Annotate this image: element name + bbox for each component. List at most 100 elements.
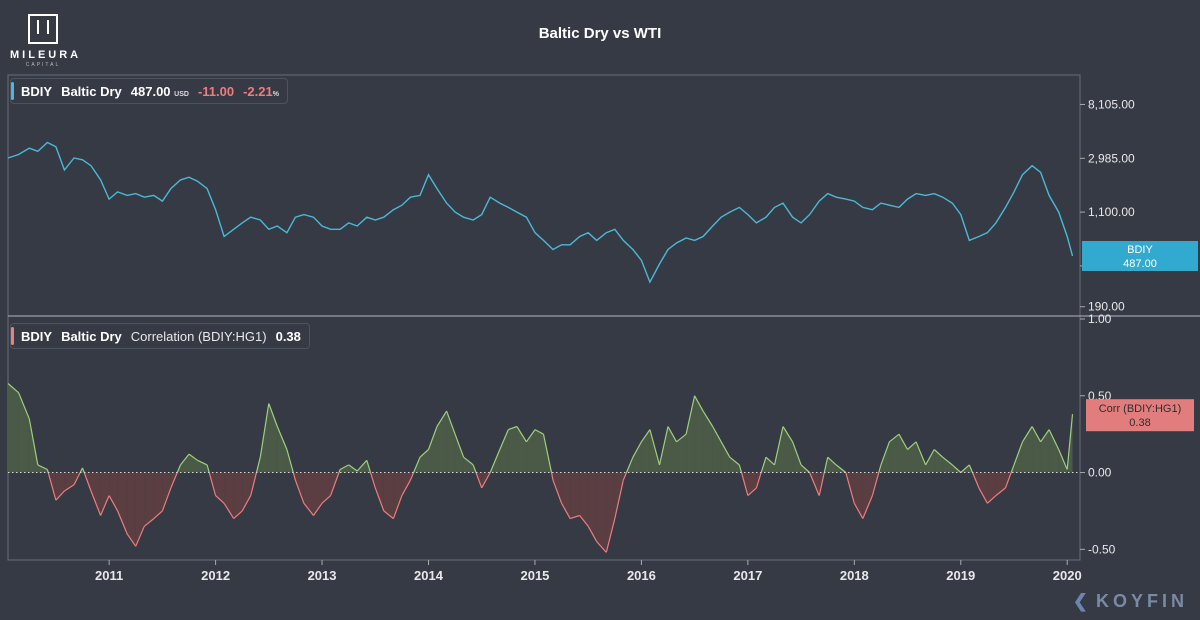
corr-line-negative (55, 490, 65, 501)
corr-line-positive (898, 433, 909, 450)
corr-area-positive (703, 411, 713, 473)
corr-area-positive (1014, 441, 1023, 473)
corr-line-negative (401, 479, 411, 496)
corr-line-negative (569, 514, 580, 520)
corr-line-positive (454, 433, 465, 458)
corr-area-negative (375, 472, 384, 511)
corr-line-positive (18, 392, 30, 420)
koyfin-chevron-icon: ❮ (1072, 591, 1092, 611)
corr-line-positive (46, 469, 49, 473)
x-tick-label: 2011 (95, 568, 123, 583)
corr-area-negative (117, 472, 128, 534)
corr-area-positive (942, 457, 953, 473)
corr-line-negative (978, 487, 988, 504)
corr-line-positive (516, 426, 527, 443)
corr-area-negative (127, 472, 136, 547)
corr-area-positive (340, 464, 349, 473)
corr-area-positive (420, 449, 429, 473)
plot-frame (7, 74, 1081, 561)
koyfin-wordmark: KOYFIN (1095, 591, 1188, 611)
corr-line-negative (552, 479, 563, 504)
corr-line-negative (383, 510, 394, 520)
corr-line-positive (338, 469, 341, 473)
logo-subtitle: CAPITAL (25, 62, 61, 68)
corr-line-negative (587, 526, 598, 542)
corr-area-negative (242, 472, 251, 511)
x-tick-label: 2014 (414, 568, 444, 583)
legend-bottom-indicator: Correlation (BDIY:HG1) (130, 328, 267, 344)
corr-line-negative (233, 510, 243, 520)
corr-area-negative (401, 472, 411, 496)
corr-line-positive (1021, 426, 1033, 443)
corr-area-positive (499, 429, 509, 473)
corr-line-positive (1048, 429, 1060, 450)
corr-line-negative (809, 472, 820, 496)
corr-line-negative (215, 495, 225, 504)
corr-line-negative (740, 472, 749, 496)
corr-line-negative (64, 484, 75, 492)
corr-area-positive (632, 441, 642, 473)
corr-line-positive (729, 456, 740, 466)
corr-area-negative (596, 472, 607, 553)
corr-area-negative (295, 472, 304, 504)
corr-y-tick-label: -0.50 (1088, 542, 1116, 556)
corr-area-negative (162, 472, 171, 511)
corr-line-negative (871, 472, 880, 496)
corr-line-positive (702, 410, 714, 427)
corr-line-negative (605, 518, 616, 553)
corr-area-positive (277, 426, 287, 473)
corr-line-positive (259, 403, 270, 458)
corr-line-positive (765, 456, 775, 466)
corr-line-positive (206, 464, 210, 473)
legend-bottom[interactable]: BDIY Baltic Dry Correlation (BDIY:HG1) 0… (10, 323, 310, 349)
legend-bottom-value: 0.38 (275, 328, 301, 344)
corr-area-positive (766, 457, 775, 473)
mileura-logo: MILEURA CAPITAL (10, 14, 82, 68)
corr-line-negative (853, 503, 864, 519)
price-last-badge-label: BDIY (1127, 244, 1153, 256)
corr-line-positive (7, 383, 19, 394)
corr-line-positive (773, 426, 784, 466)
corr-line-negative (747, 487, 757, 497)
corr-line-negative (47, 472, 57, 501)
corr-line-positive (348, 464, 358, 472)
corr-area-positive (535, 429, 544, 473)
corr-area-positive (721, 441, 730, 473)
corr-line-negative (161, 487, 172, 512)
corr-line-positive (180, 453, 190, 466)
corr-area-positive (925, 449, 935, 473)
corr-area-positive (934, 449, 943, 473)
corr-last-badge-value: 0.38 (1129, 417, 1150, 429)
legend-top[interactable]: BDIY Baltic Dry 487.00 USD -11.00 -2.21% (10, 78, 288, 104)
legend-bottom-color-bar (11, 327, 14, 345)
price-y-tick-label: 2,985.00 (1088, 151, 1135, 165)
corr-line-positive (427, 426, 438, 450)
corr-line-positive (685, 395, 696, 435)
corr-area-negative (570, 472, 580, 519)
corr-line-positive (800, 464, 810, 473)
corr-line-negative (596, 541, 607, 553)
x-tick-label: 2020 (1053, 568, 1082, 583)
corr-line-positive (188, 453, 198, 461)
corr-line-positive (255, 457, 261, 473)
corr-line-positive (738, 464, 743, 473)
corr-line-negative (392, 495, 403, 519)
corr-line-positive (792, 441, 802, 466)
corr-area-negative (109, 472, 118, 511)
corr-line-negative (223, 502, 235, 519)
corr-line-positive (176, 464, 182, 473)
corr-line-negative (135, 526, 145, 547)
corr-line-negative (153, 510, 163, 520)
logo-wordmark: MILEURA (10, 49, 82, 61)
corr-last-value-badge (1086, 399, 1194, 432)
corr-line-negative (845, 472, 855, 504)
corr-line-positive (712, 426, 722, 443)
corr-line-negative (303, 502, 314, 516)
corr-area-positive (1049, 429, 1059, 473)
corr-area-negative (978, 472, 988, 504)
corr-line-positive (933, 449, 944, 458)
legend-top-change: -11.00 (197, 83, 235, 99)
corr-line-positive (658, 426, 669, 466)
corr-line-positive (508, 425, 518, 431)
